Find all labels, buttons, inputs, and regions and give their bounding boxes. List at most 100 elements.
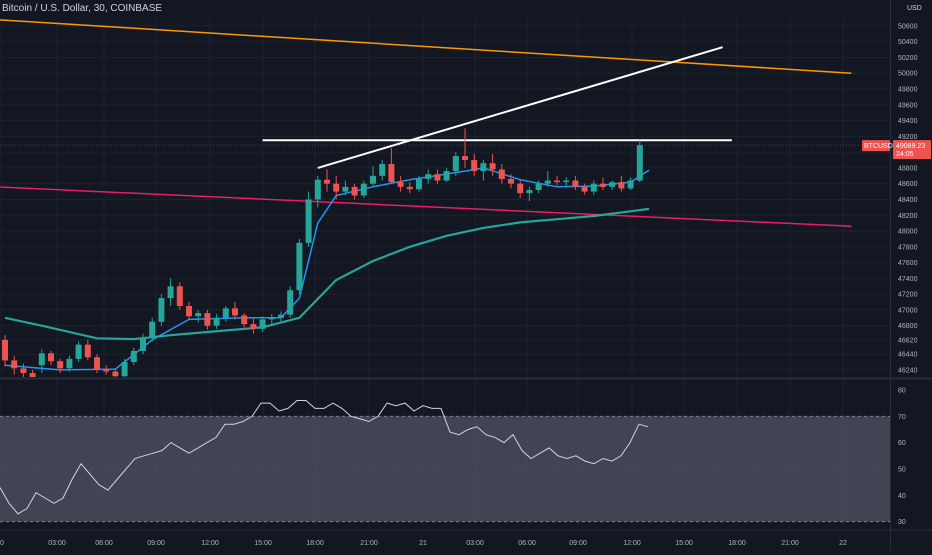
candle-body [434,174,441,181]
candle[interactable] [48,350,54,366]
candle-body [314,179,321,200]
candle[interactable] [232,302,238,320]
candle[interactable] [130,347,137,366]
candle[interactable] [296,238,303,295]
time-axis-label: 18:00 [728,540,746,547]
candle[interactable] [627,177,634,191]
candle-body [572,180,579,187]
candle[interactable] [416,175,422,192]
candle[interactable] [2,335,8,367]
moving-average-ma_slow [4,207,650,341]
candle[interactable] [544,171,551,187]
candle[interactable] [204,309,211,330]
price-badge-value: 49089.23 [896,143,925,150]
candle[interactable] [195,309,202,323]
rsi-line [0,400,649,515]
candle[interactable] [425,169,432,184]
trendline-drawn_line-3[interactable] [317,46,723,169]
candle[interactable] [29,369,36,377]
candle[interactable] [66,355,73,372]
candle[interactable] [94,354,100,374]
candle[interactable] [84,339,91,361]
candle[interactable] [167,278,174,306]
candle-body [75,344,82,359]
candle[interactable] [38,349,45,374]
price-axis-label: 50000 [898,71,918,78]
candle[interactable] [618,175,625,192]
candle[interactable] [600,177,606,191]
candle[interactable] [342,180,349,196]
candle[interactable] [140,333,146,355]
candle[interactable] [149,317,156,342]
candle[interactable] [480,160,487,181]
candle-body [287,290,294,315]
candle-body [590,183,597,192]
candle[interactable] [526,186,533,202]
candle[interactable] [609,180,616,191]
candle[interactable] [388,148,395,184]
candle[interactable] [213,313,220,329]
candle[interactable] [241,313,248,328]
price-axis-label: 46800 [898,323,918,330]
candle[interactable] [351,183,358,200]
candle-body [508,178,514,184]
candle[interactable] [489,153,496,176]
candle-body [84,344,91,358]
candle-body [112,371,119,377]
candle[interactable] [305,191,312,247]
candle[interactable] [333,175,340,200]
candle[interactable] [324,169,330,192]
candle[interactable] [581,183,588,195]
candle[interactable] [508,174,514,189]
candle[interactable] [471,153,478,176]
candle[interactable] [452,152,459,176]
candle[interactable] [11,355,18,375]
candle[interactable] [379,160,386,181]
candle[interactable] [259,316,266,333]
time-axis-label: 06:00 [518,540,536,547]
candle[interactable] [517,180,524,198]
candle[interactable] [590,180,597,195]
candle-body [268,317,275,320]
candle-body [526,190,533,194]
candle[interactable] [57,358,64,374]
candle[interactable] [406,182,413,194]
candle[interactable] [222,305,229,322]
candle-body [563,180,570,183]
candle[interactable] [186,302,192,320]
candle[interactable] [443,167,450,183]
candle[interactable] [360,180,367,198]
candle[interactable] [250,317,257,334]
candle-body [443,171,450,181]
candle[interactable] [397,175,404,192]
candle[interactable] [462,128,468,168]
candle-body [213,317,220,326]
trendline-support-1[interactable] [0,186,852,228]
candle[interactable] [535,180,542,194]
candle[interactable] [103,365,110,375]
candle[interactable] [434,169,441,184]
candle[interactable] [498,163,505,184]
candle-body [360,183,367,196]
candle[interactable] [176,282,183,310]
candle[interactable] [75,341,82,363]
candle[interactable] [112,368,119,377]
candle-body [57,361,64,369]
candle-body [618,182,625,189]
candle[interactable] [268,313,275,325]
candle[interactable] [20,363,27,377]
candle[interactable] [121,358,128,377]
candle[interactable] [636,140,643,183]
candle[interactable] [278,311,284,323]
candle[interactable] [314,175,321,208]
candle[interactable] [572,175,579,191]
candle[interactable] [287,286,294,318]
candle[interactable] [158,294,165,326]
candle[interactable] [554,175,560,186]
candle-body [406,186,413,190]
candle[interactable] [563,177,570,187]
candle-body [278,314,284,318]
candle[interactable] [370,166,376,187]
trendline-resistance-0[interactable] [0,19,852,74]
